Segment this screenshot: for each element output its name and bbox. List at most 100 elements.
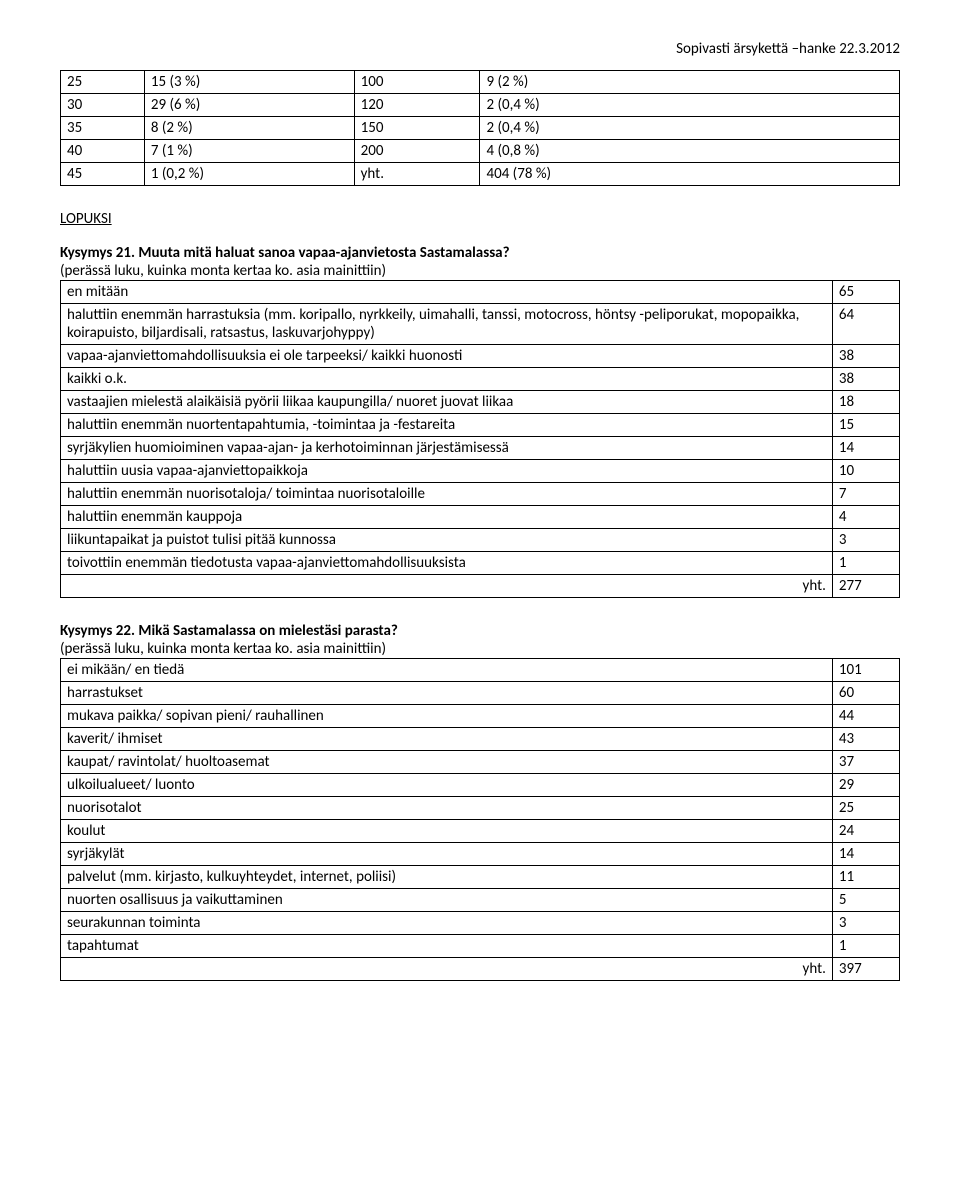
table-cell-value: 1 bbox=[832, 935, 899, 958]
table-row: ei mikään/ en tiedä101 bbox=[61, 659, 900, 682]
table-row: seurakunnan toiminta3 bbox=[61, 912, 900, 935]
q21-table: en mitään65haluttiin enemmän harrastuksi… bbox=[60, 280, 900, 598]
table-cell-label: seurakunnan toiminta bbox=[61, 912, 833, 935]
table-row: haluttiin enemmän nuorisotaloja/ toimint… bbox=[61, 483, 900, 506]
table-row: nuorten osallisuus ja vaikuttaminen5 bbox=[61, 889, 900, 912]
table-cell-value: 64 bbox=[832, 304, 899, 345]
table-cell-value: 25 bbox=[832, 797, 899, 820]
table-cell-value: 14 bbox=[832, 843, 899, 866]
table-row: harrastukset60 bbox=[61, 682, 900, 705]
table-cell: 8 (2 %) bbox=[144, 117, 354, 140]
table-row: kaverit/ ihmiset43 bbox=[61, 728, 900, 751]
table-cell-label: tapahtumat bbox=[61, 935, 833, 958]
table-cell-value: 43 bbox=[832, 728, 899, 751]
table-cell: 35 bbox=[61, 117, 145, 140]
section-label: LOPUKSI bbox=[60, 210, 900, 228]
table-cell-label: syrjäkylien huomioiminen vapaa-ajan- ja … bbox=[61, 437, 833, 460]
table-cell-label: haluttiin enemmän harrastuksia (mm. kori… bbox=[61, 304, 833, 345]
total-value: 397 bbox=[832, 958, 899, 981]
table-row: haluttiin enemmän kauppoja4 bbox=[61, 506, 900, 529]
table-row: toivottiin enemmän tiedotusta vapaa-ajan… bbox=[61, 552, 900, 575]
table-row-total: yht.397 bbox=[61, 958, 900, 981]
table-row: vastaajien mielestä alaikäisiä pyörii li… bbox=[61, 391, 900, 414]
table-cell-label: syrjäkylät bbox=[61, 843, 833, 866]
table-cell-label: toivottiin enemmän tiedotusta vapaa-ajan… bbox=[61, 552, 833, 575]
table-row: syrjäkylät14 bbox=[61, 843, 900, 866]
total-label: yht. bbox=[61, 958, 833, 981]
table-cell-value: 38 bbox=[832, 368, 899, 391]
table-row: kaikki o.k.38 bbox=[61, 368, 900, 391]
table-cell: 1 (0,2 %) bbox=[144, 163, 354, 186]
table-cell: 404 (78 %) bbox=[480, 163, 900, 186]
table-row: 2515 (3 %)1009 (2 %) bbox=[61, 71, 900, 94]
table-cell: 29 (6 %) bbox=[144, 94, 354, 117]
table-cell-label: koulut bbox=[61, 820, 833, 843]
table-cell: 120 bbox=[354, 94, 480, 117]
table-cell-label: liikuntapaikat ja puistot tulisi pitää k… bbox=[61, 529, 833, 552]
q22-title: Kysymys 22. Mikä Sastamalassa on mielest… bbox=[60, 622, 398, 640]
table-cell-label: ei mikään/ en tiedä bbox=[61, 659, 833, 682]
table-cell-label: vapaa-ajanviettomahdollisuuksia ei ole t… bbox=[61, 345, 833, 368]
table-cell: 45 bbox=[61, 163, 145, 186]
table-row: palvelut (mm. kirjasto, kulkuyhteydet, i… bbox=[61, 866, 900, 889]
table-cell: 7 (1 %) bbox=[144, 140, 354, 163]
q22-table: ei mikään/ en tiedä101harrastukset60muka… bbox=[60, 658, 900, 981]
q21-title: Kysymys 21. Muuta mitä haluat sanoa vapa… bbox=[60, 244, 510, 262]
table-cell-value: 44 bbox=[832, 705, 899, 728]
table-cell-label: ulkoilualueet/ luonto bbox=[61, 774, 833, 797]
table-row: ulkoilualueet/ luonto29 bbox=[61, 774, 900, 797]
table-cell: 100 bbox=[354, 71, 480, 94]
table-cell-label: kaikki o.k. bbox=[61, 368, 833, 391]
page-header: Sopivasti ärsykettä –hanke 22.3.2012 bbox=[60, 40, 900, 58]
table-cell-value: 29 bbox=[832, 774, 899, 797]
table-cell-value: 18 bbox=[832, 391, 899, 414]
table-cell: 4 (0,8 %) bbox=[480, 140, 900, 163]
table-cell-label: vastaajien mielestä alaikäisiä pyörii li… bbox=[61, 391, 833, 414]
table-row-total: yht.277 bbox=[61, 575, 900, 598]
table-cell: 30 bbox=[61, 94, 145, 117]
table-cell-label: nuorisotalot bbox=[61, 797, 833, 820]
q22-sub: (perässä luku, kuinka monta kertaa ko. a… bbox=[60, 640, 386, 658]
table-cell-label: kaupat/ ravintolat/ huoltoasemat bbox=[61, 751, 833, 774]
question-22-block: Kysymys 22. Mikä Sastamalassa on mielest… bbox=[60, 622, 900, 658]
summary-table: 2515 (3 %)1009 (2 %)3029 (6 %)1202 (0,4 … bbox=[60, 70, 900, 186]
table-cell: yht. bbox=[354, 163, 480, 186]
table-cell: 9 (2 %) bbox=[480, 71, 900, 94]
table-cell: 200 bbox=[354, 140, 480, 163]
question-21-block: Kysymys 21. Muuta mitä haluat sanoa vapa… bbox=[60, 244, 900, 280]
table-cell-value: 3 bbox=[832, 529, 899, 552]
table-cell-label: haluttiin enemmän kauppoja bbox=[61, 506, 833, 529]
table-row: 358 (2 %)1502 (0,4 %) bbox=[61, 117, 900, 140]
table-cell-label: kaverit/ ihmiset bbox=[61, 728, 833, 751]
table-row: 407 (1 %)2004 (0,8 %) bbox=[61, 140, 900, 163]
table-cell-label: haluttiin enemmän nuortentapahtumia, -to… bbox=[61, 414, 833, 437]
table-row: haluttiin uusia vapaa-ajanviettopaikkoja… bbox=[61, 460, 900, 483]
table-row: syrjäkylien huomioiminen vapaa-ajan- ja … bbox=[61, 437, 900, 460]
total-label: yht. bbox=[61, 575, 833, 598]
table-row: kaupat/ ravintolat/ huoltoasemat37 bbox=[61, 751, 900, 774]
table-cell-label: nuorten osallisuus ja vaikuttaminen bbox=[61, 889, 833, 912]
table-row: koulut24 bbox=[61, 820, 900, 843]
table-cell-label: haluttiin enemmän nuorisotaloja/ toimint… bbox=[61, 483, 833, 506]
table-cell-value: 101 bbox=[832, 659, 899, 682]
table-cell-value: 38 bbox=[832, 345, 899, 368]
table-cell-value: 7 bbox=[832, 483, 899, 506]
table-cell-label: en mitään bbox=[61, 281, 833, 304]
table-cell: 15 (3 %) bbox=[144, 71, 354, 94]
table-cell-value: 4 bbox=[832, 506, 899, 529]
table-cell: 150 bbox=[354, 117, 480, 140]
table-cell-label: harrastukset bbox=[61, 682, 833, 705]
table-row: haluttiin enemmän nuortentapahtumia, -to… bbox=[61, 414, 900, 437]
table-row: nuorisotalot25 bbox=[61, 797, 900, 820]
table-cell-value: 10 bbox=[832, 460, 899, 483]
q21-sub: (perässä luku, kuinka monta kertaa ko. a… bbox=[60, 262, 386, 280]
table-cell: 25 bbox=[61, 71, 145, 94]
table-row: 451 (0,2 %)yht.404 (78 %) bbox=[61, 163, 900, 186]
table-row: mukava paikka/ sopivan pieni/ rauhalline… bbox=[61, 705, 900, 728]
table-cell: 2 (0,4 %) bbox=[480, 94, 900, 117]
table-cell-label: haluttiin uusia vapaa-ajanviettopaikkoja bbox=[61, 460, 833, 483]
table-cell-label: mukava paikka/ sopivan pieni/ rauhalline… bbox=[61, 705, 833, 728]
table-cell-value: 14 bbox=[832, 437, 899, 460]
table-cell-value: 65 bbox=[832, 281, 899, 304]
table-row: vapaa-ajanviettomahdollisuuksia ei ole t… bbox=[61, 345, 900, 368]
